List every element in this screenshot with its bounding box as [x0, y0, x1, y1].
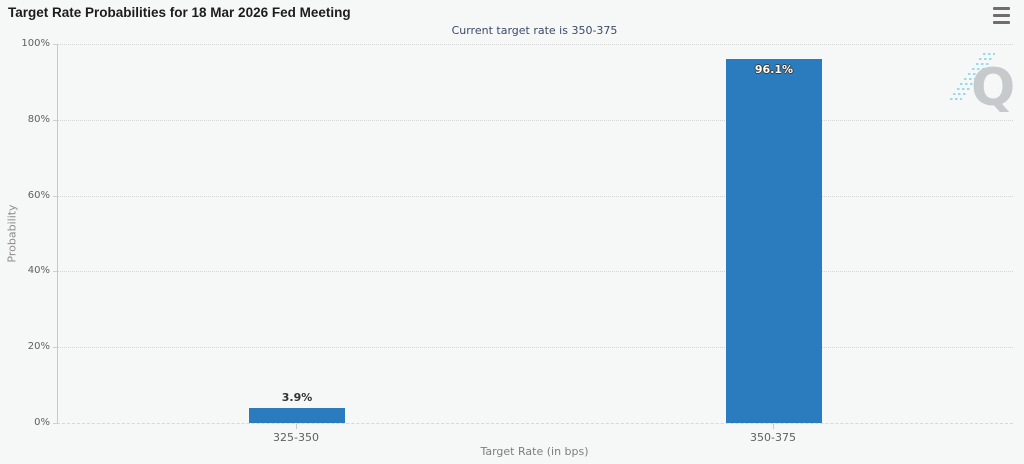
y-axis-tick-label: 100%	[21, 38, 50, 49]
y-gridline	[58, 347, 1013, 349]
y-axis-tick	[53, 195, 57, 197]
y-axis-tick	[53, 271, 57, 273]
x-axis-tick	[773, 424, 774, 429]
y-axis-tick-label: 40%	[27, 265, 50, 277]
watermark-speed-lines-icon	[950, 53, 995, 100]
y-axis-tick	[53, 44, 57, 45]
plot-area: Q 3.9% 96.1%	[57, 44, 1013, 424]
y-axis-tick	[53, 347, 57, 349]
y-axis-tick-label: 60%	[27, 189, 50, 201]
probability-bar-325-350[interactable]	[249, 408, 345, 423]
y-gridline	[58, 195, 1013, 197]
hamburger-menu-icon	[992, 7, 1010, 11]
x-axis-category-label: 325-350	[273, 431, 319, 444]
probability-bar-350-375[interactable]	[726, 59, 822, 423]
x-axis-title: Target Rate (in bps)	[480, 445, 589, 458]
bar-value-label: 3.9%	[281, 391, 313, 404]
watermark-q-letter: Q	[971, 58, 1013, 112]
x-axis-category-label: 350-375	[750, 431, 796, 444]
y-axis-title: Probability	[5, 204, 19, 263]
y-axis-tick	[53, 119, 57, 121]
y-axis-tick	[53, 423, 57, 424]
chart-context-menu-button[interactable]	[990, 7, 1012, 24]
y-gridline	[58, 119, 1013, 121]
y-axis-tick-label: 80%	[27, 113, 50, 125]
x-axis-tick	[296, 424, 297, 429]
hamburger-menu-icon	[992, 13, 1010, 18]
y-gridline	[58, 271, 1013, 273]
y-axis-tick-label: 20%	[27, 341, 50, 353]
chart-title: Target Rate Probabilities for 18 Mar 202…	[8, 5, 351, 20]
chart-subtitle: Current target rate is 350-375	[451, 24, 618, 37]
hamburger-menu-icon	[992, 20, 1010, 24]
quikstrike-logo-watermark: Q	[950, 53, 1013, 112]
bar-value-label: 96.1%	[754, 63, 794, 76]
y-axis-tick-label: 0%	[34, 417, 50, 428]
y-gridline	[58, 44, 1013, 45]
